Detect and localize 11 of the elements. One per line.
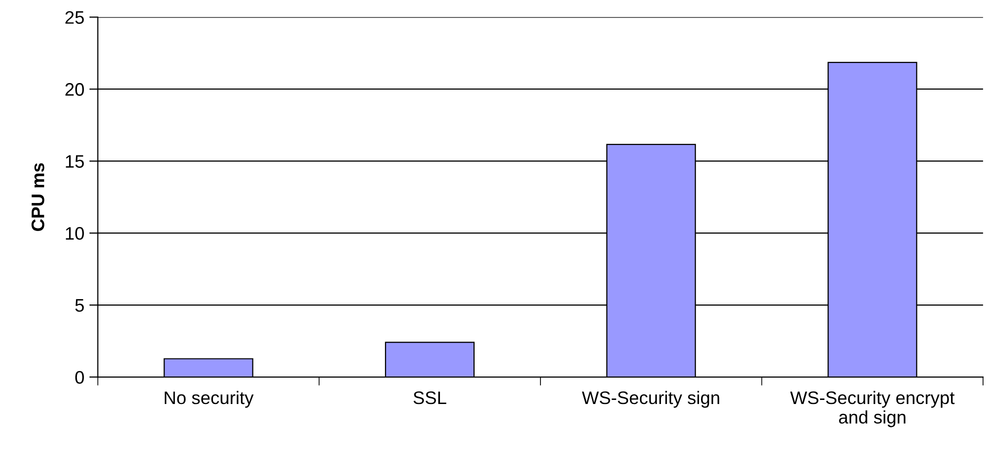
y-axis-title: CPU ms bbox=[32, 163, 44, 231]
y-tick-label: 25 bbox=[65, 11, 84, 24]
y-tick-label: 15 bbox=[66, 155, 84, 168]
x-tick-label: SSL bbox=[414, 391, 446, 404]
y-tick-label: 5 bbox=[75, 299, 84, 312]
y-tick-label: 10 bbox=[66, 227, 84, 240]
x-tick-label: No security bbox=[164, 390, 254, 408]
x-tick-label: WS-Security sign bbox=[582, 390, 720, 408]
y-tick-label: 20 bbox=[65, 83, 84, 96]
y-tick-label: 0 bbox=[75, 370, 84, 384]
x-tick-label: WS-Security encrypt and sign bbox=[790, 390, 955, 428]
